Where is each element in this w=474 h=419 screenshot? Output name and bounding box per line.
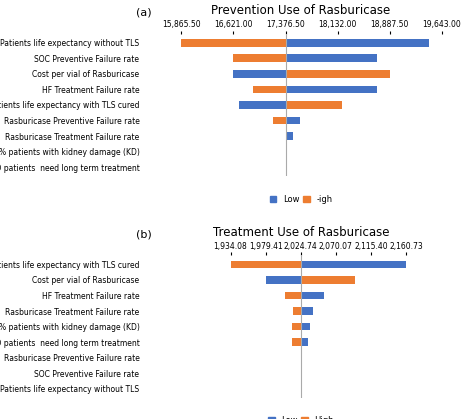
Bar (253, 85, 285, 93)
Bar (285, 39, 428, 47)
Bar (301, 307, 313, 315)
Text: (b): (b) (136, 229, 152, 239)
Bar (285, 116, 300, 124)
Bar (273, 116, 285, 124)
Bar (293, 307, 301, 315)
Bar (285, 85, 377, 93)
Text: (a): (a) (136, 8, 152, 18)
Bar (239, 101, 285, 109)
Bar (301, 276, 355, 284)
Title: Treatment Use of Rasburicase: Treatment Use of Rasburicase (213, 226, 389, 239)
Bar (285, 292, 301, 300)
Bar (285, 54, 377, 62)
Bar (301, 338, 308, 346)
Bar (181, 39, 285, 47)
Bar (230, 261, 301, 268)
Bar (285, 70, 390, 78)
Legend: Low, High: Low, High (268, 416, 334, 419)
Bar (292, 323, 301, 331)
Bar (301, 323, 310, 331)
Bar (292, 338, 301, 346)
Bar (301, 261, 406, 268)
Bar (265, 276, 301, 284)
Bar (285, 132, 293, 140)
Legend: Low, -igh: Low, -igh (270, 195, 332, 204)
Bar (301, 292, 324, 300)
Bar (233, 54, 285, 62)
Bar (233, 70, 285, 78)
Bar (285, 101, 342, 109)
Title: Prevention Use of Rasburicase: Prevention Use of Rasburicase (211, 4, 391, 17)
